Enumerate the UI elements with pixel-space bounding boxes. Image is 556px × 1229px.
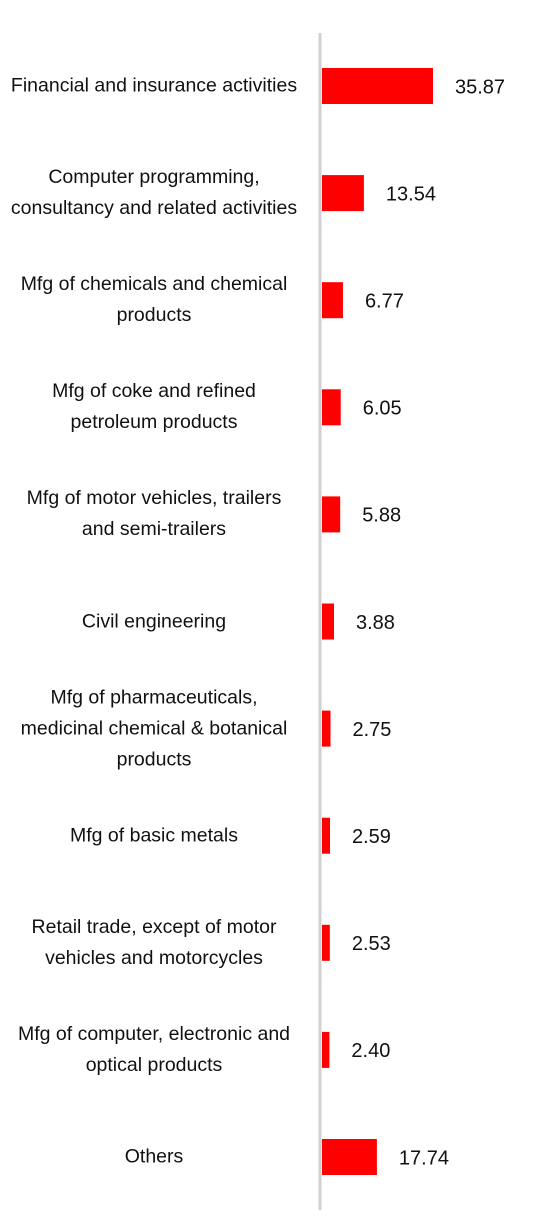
value-label: 2.75 <box>353 719 392 741</box>
category-label: Mfg of pharmaceuticals, medicinal chemic… <box>20 686 288 771</box>
bar <box>322 603 335 640</box>
category-label: Financial and insurance activities <box>10 74 298 97</box>
bar <box>322 68 433 104</box>
bar <box>322 817 331 854</box>
value-label: 2.59 <box>352 826 391 848</box>
bar <box>322 1139 377 1175</box>
category-label: Mfg of motor vehicles, trailers and semi… <box>26 487 282 541</box>
value-label: 2.53 <box>352 933 391 955</box>
bar <box>322 175 364 212</box>
category-label: Computer programming, consultancy and re… <box>10 166 298 220</box>
value-label: 17.74 <box>399 1147 449 1169</box>
category-label: Mfg of coke and refined petroleum produc… <box>52 380 256 434</box>
value-label: 2.40 <box>351 1040 390 1062</box>
category-label: Others <box>124 1145 184 1168</box>
value-label: 6.77 <box>365 290 404 312</box>
value-label: 13.54 <box>386 183 436 205</box>
value-label: 35.87 <box>455 76 505 98</box>
bar <box>322 924 330 961</box>
bar <box>322 1031 330 1068</box>
category-label: Retail trade, except of motor vehicles a… <box>31 915 277 969</box>
bar <box>322 496 341 533</box>
value-label: 5.88 <box>362 505 401 527</box>
bar <box>322 389 341 426</box>
value-label: 3.88 <box>356 612 395 634</box>
bar <box>322 710 331 747</box>
category-label: Civil engineering <box>81 610 227 632</box>
value-label: 6.05 <box>363 398 402 420</box>
category-label: Mfg of computer, electronic and optical … <box>17 1022 291 1076</box>
category-label: Mfg of chemicals and chemical products <box>20 273 288 327</box>
category-label: Mfg of basic metals <box>70 824 238 847</box>
bar <box>322 282 343 319</box>
